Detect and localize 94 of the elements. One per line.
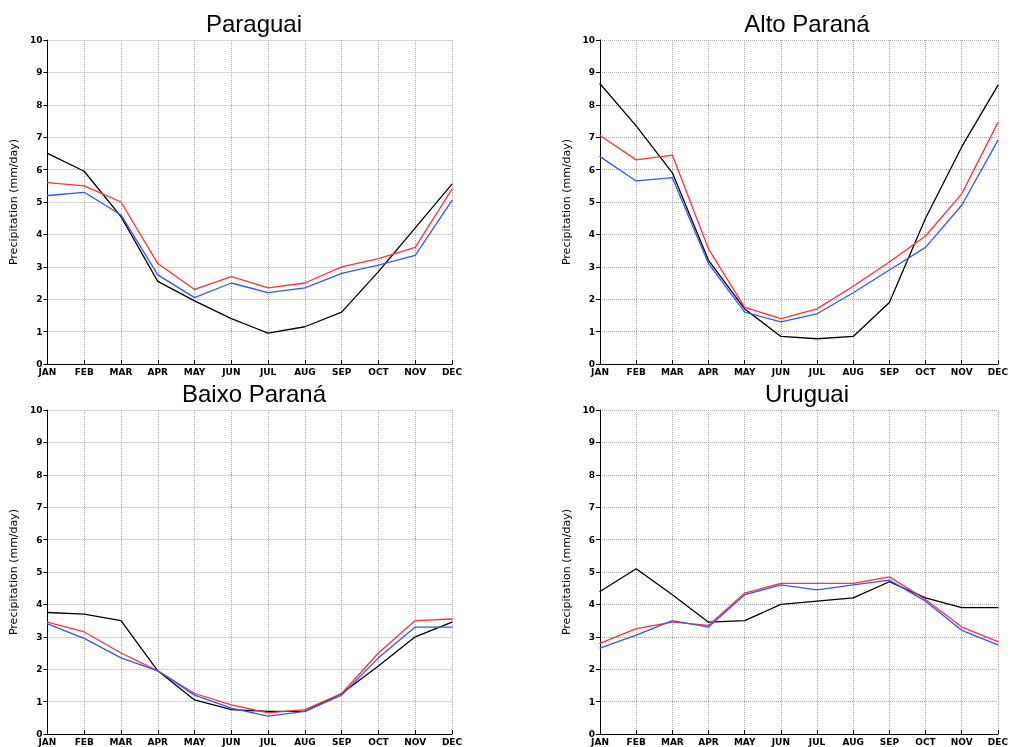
y-tick-label: 2 [36,294,43,305]
x-tick-label: JUL [258,736,277,747]
x-tick-label: OCT [915,366,937,377]
x-tick-label: FEB [626,366,646,377]
line-series [46,191,453,299]
y-tick-label: 9 [588,437,595,448]
y-tick-label: 8 [588,469,595,480]
x-tick-label: JUN [221,736,241,747]
x-tick-label: FEB [74,366,94,377]
y-tick-label: 10 [582,35,595,45]
y-tick-label: 7 [36,502,43,513]
x-tick-label: APR [147,366,169,377]
y-tick-label: 7 [588,132,595,143]
x-tick-label: FEB [74,736,94,747]
y-tick-label: 7 [36,132,43,143]
x-tick-label: AUG [842,366,864,377]
y-tick-label: 9 [36,437,43,448]
x-tick-label: JUL [258,366,277,377]
y-tick-label: 8 [588,99,595,110]
y-tick-label: 10 [582,405,595,415]
y-tick-label: 5 [36,197,43,207]
y-tick-label: 3 [588,261,595,272]
y-tick-label: 2 [588,294,595,305]
x-tick-label: NOV [950,366,973,377]
x-tick-label: DEC [987,736,1009,747]
y-tick-label: 8 [36,469,43,480]
x-tick-label: MAY [183,366,206,377]
x-tick-label: DEC [441,366,463,377]
x-tick-label: APR [147,736,169,747]
y-tick-label: 4 [588,229,595,240]
x-tick-label: MAY [183,736,206,747]
y-tick-label: 3 [588,631,595,642]
y-tick-label: 2 [36,664,43,675]
x-tick-label: JUL [807,366,826,377]
y-tick-label: 1 [36,326,43,337]
y-tick-label: 4 [36,599,43,610]
y-tick-label: 8 [36,99,43,110]
x-tick-label: JUN [221,366,241,377]
y-axis-title: Precipitation (mm/day) [7,138,20,266]
x-tick-label: SEP [879,366,900,377]
chart-title: Uruguai [764,379,850,407]
y-axis-title: Precipitation (mm/day) [559,138,573,266]
y-tick-label: 1 [588,696,595,707]
chart-title: Paraguai [205,9,303,37]
chart-title: Baixo Paraná [181,379,327,407]
x-tick-label: MAR [660,736,684,747]
x-tick-label: JUL [807,736,826,747]
x-tick-label: NOV [950,736,973,747]
y-tick-label: 3 [36,631,43,642]
x-tick-label: OCT [368,736,390,747]
y-tick-label: 5 [588,197,595,207]
y-tick-label: 5 [36,567,43,577]
chart-title: Alto Paraná [744,9,871,37]
y-tick-label: 6 [588,534,595,545]
y-tick-label: 6 [36,534,43,545]
x-tick-label: MAY [733,366,756,377]
x-tick-label: APR [698,736,719,747]
y-tick-label: 9 [36,67,43,78]
x-tick-label: NOV [404,366,427,377]
x-tick-label: DEC [987,366,1009,377]
y-tick-label: 6 [588,164,595,175]
y-axis-title: Precipitation (mm/day) [559,508,573,636]
y-tick-label: 1 [588,326,595,337]
y-tick-label: 1 [36,696,43,707]
y-tick-label: 10 [29,405,43,415]
x-tick-label: MAR [660,366,684,377]
y-tick-label: 2 [588,664,595,675]
x-tick-label: FEB [626,736,646,747]
x-tick-label: AUG [294,736,316,747]
x-tick-label: JUN [770,736,790,747]
y-axis-title: Precipitation (mm/day) [7,508,20,636]
y-tick-label: 3 [36,261,43,272]
x-tick-label: OCT [368,366,390,377]
x-tick-label: JUN [770,366,790,377]
line-series [46,181,453,291]
x-tick-label: OCT [915,736,937,747]
y-tick-label: 4 [588,599,595,610]
x-tick-label: SEP [879,736,900,747]
y-tick-label: 7 [588,502,595,513]
x-tick-label: MAY [733,736,756,747]
x-tick-label: MAR [109,366,133,377]
x-tick-label: AUG [294,366,316,377]
x-tick-label: NOV [404,736,427,747]
x-tick-label: AUG [842,736,864,747]
x-tick-label: DEC [441,736,463,747]
x-tick-label: SEP [332,366,352,377]
x-tick-label: MAR [109,736,133,747]
y-tick-label: 9 [588,67,595,78]
x-tick-label: SEP [332,736,352,747]
y-tick-label: 5 [588,567,595,577]
y-tick-label: 4 [36,229,43,240]
x-tick-label: APR [698,366,719,377]
y-tick-label: 10 [29,35,43,45]
y-tick-label: 6 [36,164,43,175]
